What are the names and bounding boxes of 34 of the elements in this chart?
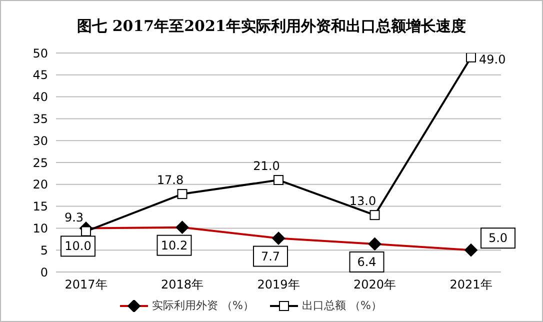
point: [466, 53, 476, 62]
legend-label: 实际利用外资 （%）: [152, 298, 254, 313]
y-tick-label: 10: [32, 221, 48, 236]
data-label: 17.8: [156, 173, 184, 188]
x-tick-label: 2019年: [257, 278, 300, 292]
legend-label: 出口总额 （%）: [302, 298, 382, 313]
y-tick-label: 40: [32, 90, 48, 104]
y-tick-label: 5: [40, 243, 48, 258]
y-tick-label: 15: [32, 200, 48, 214]
y-tick-label: 35: [32, 112, 48, 126]
data-label: 6.4: [357, 254, 376, 269]
point: [177, 189, 188, 200]
data-label: 7.7: [260, 249, 280, 264]
point: [370, 210, 380, 220]
chart-title: 图七 2017年至2021年实际利用外资和出口总额增长速度: [76, 17, 467, 37]
x-tick-label: 2020年: [353, 278, 396, 292]
y-tick-label: 20: [32, 178, 48, 192]
y-tick-label: 50: [32, 46, 48, 60]
point: [81, 226, 91, 236]
y-tick-label: 25: [32, 156, 48, 170]
x-tick-label: 2018年: [160, 278, 204, 292]
point: [274, 175, 284, 186]
y-tick-label: 30: [32, 134, 48, 148]
data-label: 10.2: [160, 238, 188, 252]
data-label: 21.0: [253, 159, 280, 174]
y-tick-label: 45: [32, 68, 48, 82]
data-label: 49.0: [479, 52, 506, 66]
data-label: 5.0: [488, 231, 508, 246]
x-tick-label: 2017年: [64, 278, 108, 292]
y-tick-label: 0: [40, 265, 48, 280]
x-tick-label: 2021年: [450, 278, 492, 292]
data-label: 13.0: [349, 194, 376, 208]
data-label: 10.0: [64, 239, 92, 254]
data-label: 9.3: [64, 210, 84, 224]
